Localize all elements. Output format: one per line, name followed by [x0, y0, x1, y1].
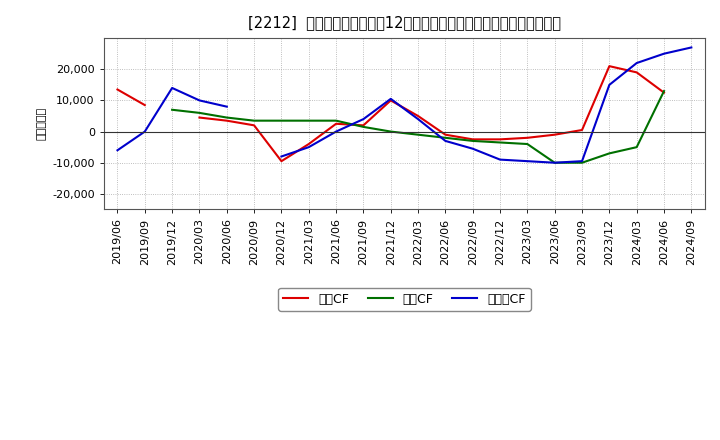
営業CF [660, 90, 668, 95]
フリーCF [113, 148, 122, 153]
投資CF [250, 118, 258, 123]
フリーCF [441, 138, 450, 143]
フリーCF [523, 158, 531, 164]
営業CF [523, 135, 531, 140]
投資CF [277, 118, 286, 123]
営業CF [577, 127, 586, 132]
営業CF [550, 132, 559, 137]
営業CF [250, 123, 258, 128]
Line: 営業CF: 営業CF [117, 66, 664, 161]
投資CF [195, 110, 204, 116]
フリーCF [332, 129, 341, 134]
フリーCF [222, 104, 231, 109]
投資CF [605, 151, 613, 156]
投資CF [550, 160, 559, 165]
投資CF [305, 118, 313, 123]
営業CF [605, 63, 613, 69]
投資CF [632, 144, 641, 150]
投資CF [441, 135, 450, 140]
営業CF [277, 158, 286, 164]
投資CF [168, 107, 176, 112]
投資CF [387, 129, 395, 134]
営業CF [359, 123, 368, 128]
フリーCF [469, 146, 477, 151]
Title: [2212]  キャッシュフローの12か月移動合計の対前年同期増減額の推移: [2212] キャッシュフローの12か月移動合計の対前年同期増減額の推移 [248, 15, 561, 30]
フリーCF [414, 117, 423, 122]
営業CF [222, 118, 231, 123]
投資CF [469, 138, 477, 143]
フリーCF [687, 45, 696, 50]
投資CF [359, 124, 368, 129]
営業CF [195, 115, 204, 120]
フリーCF [140, 129, 149, 134]
投資CF [414, 132, 423, 137]
投資CF [496, 140, 505, 145]
営業CF [496, 137, 505, 142]
フリーCF [359, 117, 368, 122]
投資CF [523, 141, 531, 147]
営業CF [469, 137, 477, 142]
営業CF [140, 103, 149, 108]
投資CF [332, 118, 341, 123]
営業CF [305, 141, 313, 147]
営業CF [332, 121, 341, 126]
営業CF [113, 87, 122, 92]
フリーCF [168, 85, 176, 91]
フリーCF [605, 82, 613, 88]
投資CF [660, 88, 668, 94]
フリーCF [305, 144, 313, 150]
営業CF [414, 114, 423, 119]
投資CF [222, 115, 231, 120]
フリーCF [195, 98, 204, 103]
投資CF [577, 160, 586, 165]
営業CF [441, 132, 450, 137]
フリーCF [660, 51, 668, 56]
フリーCF [277, 154, 286, 159]
フリーCF [550, 160, 559, 165]
フリーCF [577, 158, 586, 164]
営業CF [632, 70, 641, 75]
Line: フリーCF: フリーCF [117, 48, 691, 163]
フリーCF [387, 96, 395, 102]
営業CF [387, 98, 395, 103]
フリーCF [632, 60, 641, 66]
Line: 投資CF: 投資CF [172, 91, 664, 163]
フリーCF [496, 157, 505, 162]
Legend: 営業CF, 投資CF, フリーCF: 営業CF, 投資CF, フリーCF [278, 288, 531, 311]
Y-axis label: （百万円）: （百万円） [37, 107, 47, 140]
